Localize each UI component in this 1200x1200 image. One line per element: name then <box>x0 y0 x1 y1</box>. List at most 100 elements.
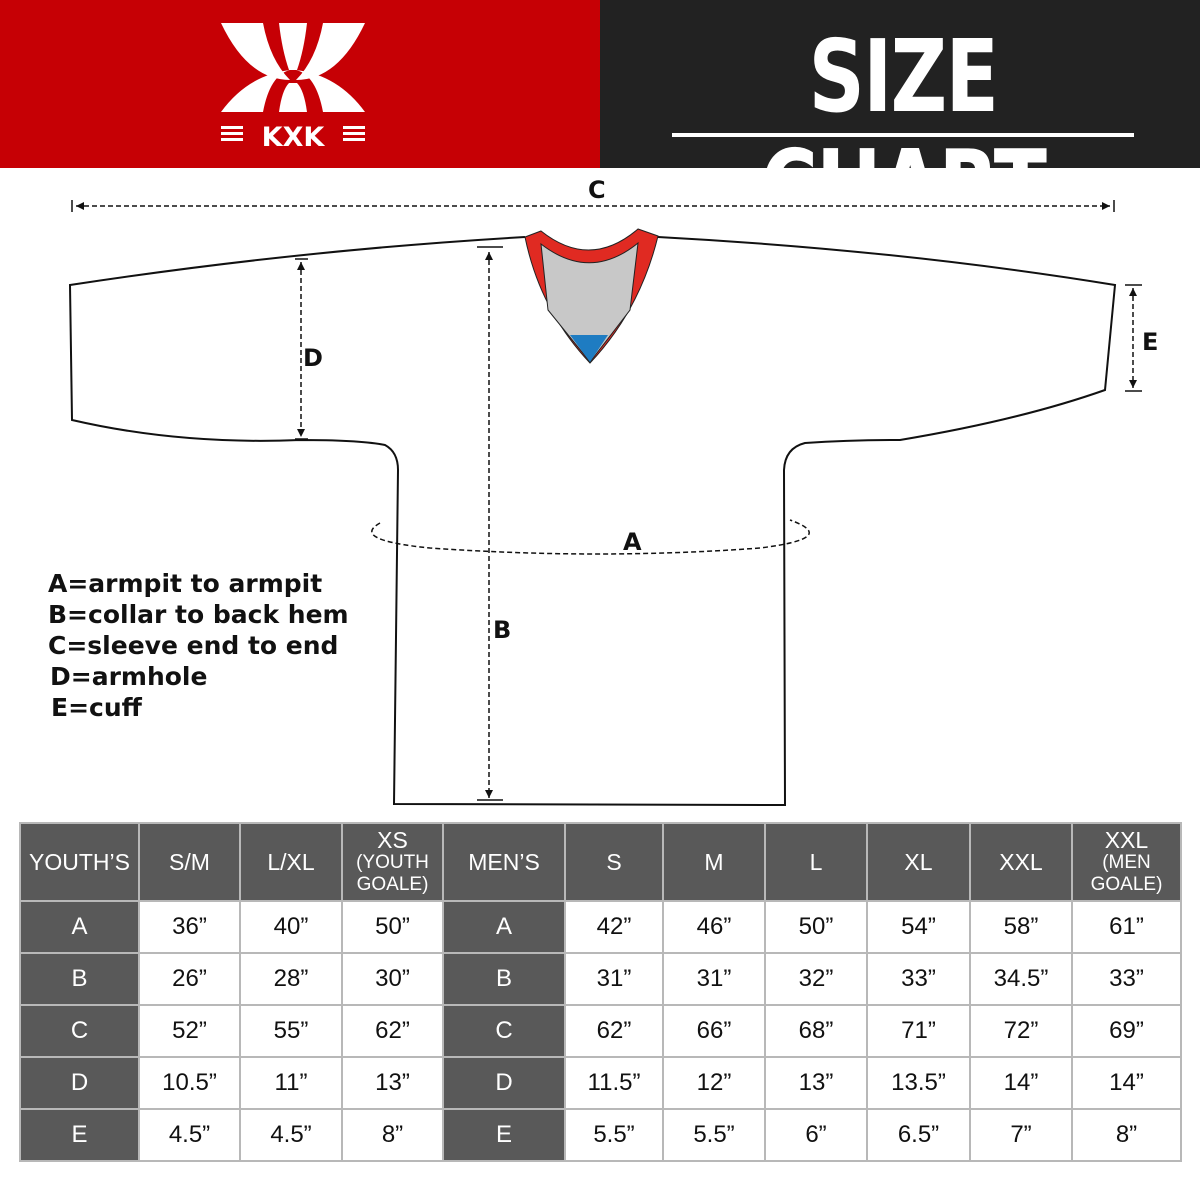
cell-value: 33” <box>1071 952 1182 1006</box>
size-header: XXL (MEN GOALE) <box>1071 822 1182 902</box>
size-header: S/M <box>138 822 241 902</box>
cell-value: 5.5” <box>662 1108 766 1162</box>
cell-value: 14” <box>969 1056 1073 1110</box>
legend-item: C=sleeve end to end <box>48 631 339 660</box>
size-name: S/M <box>169 848 210 875</box>
cell-value: 42” <box>564 900 664 954</box>
cell-value: 36” <box>138 900 241 954</box>
label-d: D <box>303 344 323 372</box>
table-header-row: YOUTH’S S/M L/XL XS (YOUTH GOALE) MEN’S S M L XL X… <box>19 822 1182 902</box>
cell-value: 4.5” <box>138 1108 241 1162</box>
size-header: L <box>764 822 868 902</box>
row-label-youth: E <box>19 1108 140 1162</box>
cell-value: 13” <box>341 1056 444 1110</box>
size-name: XL <box>904 848 933 875</box>
cell-value: 46” <box>662 900 766 954</box>
label-b: B <box>493 616 512 644</box>
jersey-diagram <box>68 200 1142 807</box>
cell-value: 13.5” <box>866 1056 971 1110</box>
cell-value: 14” <box>1071 1056 1182 1110</box>
size-name: XS <box>377 827 408 853</box>
label-a: A <box>623 528 642 556</box>
size-name: L <box>809 848 823 875</box>
cell-value: 69” <box>1071 1004 1182 1058</box>
cell-value: 11” <box>239 1056 343 1110</box>
row-label-youth: B <box>19 952 140 1006</box>
legend-item: B=collar to back hem <box>48 600 349 629</box>
label-c: C <box>588 176 606 204</box>
row-label-youth: D <box>19 1056 140 1110</box>
table-row: C 52” 55” 62” C 62” 66” 68” 71” 72” 69” <box>19 1004 1182 1058</box>
cell-value: 8” <box>341 1108 444 1162</box>
table-row: A 36” 40” 50” A 42” 46” 50” 54” 58” 61” <box>19 900 1182 954</box>
youth-header: YOUTH’S <box>19 822 140 902</box>
cell-value: 52” <box>138 1004 241 1058</box>
cell-value: 62” <box>341 1004 444 1058</box>
cell-value: 26” <box>138 952 241 1006</box>
cell-value: 34.5” <box>969 952 1073 1006</box>
label-e: E <box>1142 328 1159 356</box>
page-title: SIZE CHART <box>760 18 1047 245</box>
cell-value: 50” <box>764 900 868 954</box>
size-header: XS (YOUTH GOALE) <box>341 822 444 902</box>
size-name: XXL <box>999 848 1043 875</box>
cell-value: 72” <box>969 1004 1073 1058</box>
cell-value: 6.5” <box>866 1108 971 1162</box>
cell-value: 50” <box>341 900 444 954</box>
size-name: M <box>704 848 724 875</box>
size-name: L/XL <box>267 848 315 875</box>
cell-value: 6” <box>764 1108 868 1162</box>
size-header: XL <box>866 822 971 902</box>
cell-value: 11.5” <box>564 1056 664 1110</box>
row-label-men: A <box>442 900 566 954</box>
size-name: S <box>606 848 622 875</box>
row-label-youth: C <box>19 1004 140 1058</box>
size-header: M <box>662 822 766 902</box>
row-label-men: D <box>442 1056 566 1110</box>
svg-text:KXK: KXK <box>262 122 326 150</box>
header-title-panel <box>600 0 1200 168</box>
cell-value: 4.5” <box>239 1108 343 1162</box>
cell-value: 32” <box>764 952 868 1006</box>
cell-value: 71” <box>866 1004 971 1058</box>
size-header: S <box>564 822 664 902</box>
row-label-men: C <box>442 1004 566 1058</box>
legend-item: D=armhole <box>50 662 208 691</box>
cell-value: 61” <box>1071 900 1182 954</box>
cell-value: 30” <box>341 952 444 1006</box>
cell-value: 7” <box>969 1108 1073 1162</box>
cell-value: 28” <box>239 952 343 1006</box>
cell-value: 40” <box>239 900 343 954</box>
cell-value: 55” <box>239 1004 343 1058</box>
cell-value: 33” <box>866 952 971 1006</box>
size-name: XXL <box>1104 827 1149 853</box>
size-note: (YOUTH GOALE) <box>356 852 429 895</box>
cell-value: 62” <box>564 1004 664 1058</box>
cell-value: 54” <box>866 900 971 954</box>
size-note: (MEN GOALE) <box>1090 852 1163 895</box>
row-label-men: B <box>442 952 566 1006</box>
size-header: XXL <box>969 822 1073 902</box>
cell-value: 13” <box>764 1056 868 1110</box>
cell-value: 68” <box>764 1004 868 1058</box>
size-header: L/XL <box>239 822 343 902</box>
legend-item: E=cuff <box>51 693 142 722</box>
kxk-logo: KXK <box>221 23 365 150</box>
size-table: YOUTH’S S/M L/XL XS (YOUTH GOALE) MEN’S S M L XL X… <box>19 822 1182 1162</box>
cell-value: 8” <box>1071 1108 1182 1162</box>
cell-value: 31” <box>662 952 766 1006</box>
table-row: E 4.5” 4.5” 8” E 5.5” 5.5” 6” 6.5” 7” 8” <box>19 1108 1182 1162</box>
table-row: B 26” 28” 30” B 31” 31” 32” 33” 34.5” 33” <box>19 952 1182 1006</box>
row-label-youth: A <box>19 900 140 954</box>
cell-value: 31” <box>564 952 664 1006</box>
title-underline <box>672 133 1134 137</box>
table-row: D 10.5” 11” 13” D 11.5” 12” 13” 13.5” 14” 14” <box>19 1056 1182 1110</box>
measurement-legend: A=armpit to armpit B=collar to back hem … <box>48 568 349 723</box>
cell-value: 58” <box>969 900 1073 954</box>
legend-item: A=armpit to armpit <box>48 569 323 598</box>
cell-value: 66” <box>662 1004 766 1058</box>
cell-value: 5.5” <box>564 1108 664 1162</box>
cell-value: 12” <box>662 1056 766 1110</box>
row-label-men: E <box>442 1108 566 1162</box>
men-header: MEN’S <box>442 822 566 902</box>
